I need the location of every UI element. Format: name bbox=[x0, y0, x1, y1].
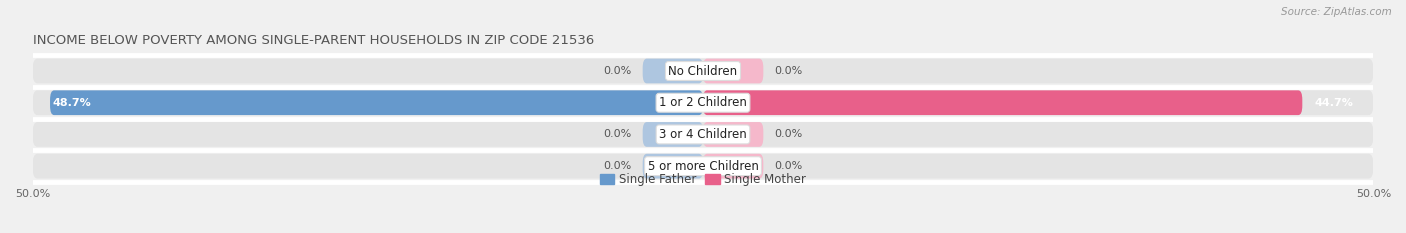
FancyBboxPatch shape bbox=[643, 122, 703, 147]
FancyBboxPatch shape bbox=[703, 59, 763, 83]
Text: 1 or 2 Children: 1 or 2 Children bbox=[659, 96, 747, 109]
FancyBboxPatch shape bbox=[51, 90, 703, 115]
Text: 44.7%: 44.7% bbox=[1315, 98, 1353, 108]
Text: 0.0%: 0.0% bbox=[603, 66, 631, 76]
Text: 0.0%: 0.0% bbox=[775, 66, 803, 76]
FancyBboxPatch shape bbox=[703, 90, 1302, 115]
Text: 48.7%: 48.7% bbox=[53, 98, 91, 108]
Text: 0.0%: 0.0% bbox=[603, 130, 631, 139]
FancyBboxPatch shape bbox=[32, 59, 1374, 83]
FancyBboxPatch shape bbox=[643, 154, 703, 178]
Text: 0.0%: 0.0% bbox=[775, 130, 803, 139]
Text: 5 or more Children: 5 or more Children bbox=[648, 160, 758, 173]
Text: 0.0%: 0.0% bbox=[775, 161, 803, 171]
Text: INCOME BELOW POVERTY AMONG SINGLE-PARENT HOUSEHOLDS IN ZIP CODE 21536: INCOME BELOW POVERTY AMONG SINGLE-PARENT… bbox=[32, 34, 593, 47]
Text: No Children: No Children bbox=[668, 65, 738, 78]
FancyBboxPatch shape bbox=[703, 122, 763, 147]
FancyBboxPatch shape bbox=[32, 122, 1374, 147]
Text: 3 or 4 Children: 3 or 4 Children bbox=[659, 128, 747, 141]
FancyBboxPatch shape bbox=[32, 154, 1374, 178]
Legend: Single Father, Single Mother: Single Father, Single Mother bbox=[600, 173, 806, 186]
Text: Source: ZipAtlas.com: Source: ZipAtlas.com bbox=[1281, 7, 1392, 17]
Text: 0.0%: 0.0% bbox=[603, 161, 631, 171]
FancyBboxPatch shape bbox=[703, 154, 763, 178]
FancyBboxPatch shape bbox=[643, 59, 703, 83]
FancyBboxPatch shape bbox=[32, 90, 1374, 115]
